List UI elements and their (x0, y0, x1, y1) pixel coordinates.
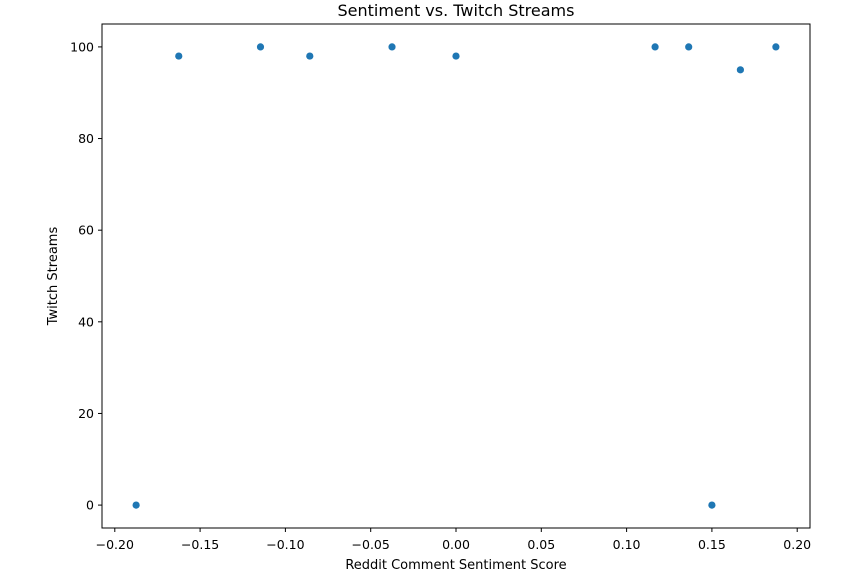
data-point (736, 66, 744, 74)
y-tick-label: 20 (78, 406, 94, 421)
x-tick-label: −0.20 (96, 537, 134, 552)
x-tick-label: 0.10 (613, 537, 641, 552)
y-tick-label: 80 (78, 131, 94, 146)
y-axis-label: Twitch Streams (46, 227, 61, 327)
axes-frame (101, 23, 811, 529)
data-point (772, 43, 780, 51)
x-tick-label: 0.00 (442, 537, 470, 552)
y-tick-label: 0 (86, 498, 94, 513)
x-axis-label: Reddit Comment Sentiment Score (345, 558, 566, 573)
data-points (132, 43, 780, 509)
x-tick-label: −0.10 (266, 537, 304, 552)
x-tick-label: 0.15 (698, 537, 726, 552)
y-tick-label: 100 (70, 39, 94, 54)
plot-area: −0.20 −0.15 −0.10 −0.05 0.00 0.05 0.10 0.15 0.20… (70, 23, 811, 552)
data-point (256, 43, 265, 51)
data-point (175, 52, 183, 60)
data-point (651, 43, 659, 51)
x-tick-label: 0.05 (527, 537, 555, 552)
y-tick-label: 40 (78, 314, 94, 329)
data-point (708, 501, 716, 509)
x-tick-label: −0.05 (352, 537, 390, 552)
data-point (452, 52, 460, 60)
chart-title: Sentiment vs. Twitch Streams (338, 1, 575, 20)
data-point (388, 43, 396, 51)
data-point (132, 501, 140, 509)
data-point (685, 43, 693, 51)
x-tick-label: 0.20 (783, 537, 811, 552)
x-axis-ticks: −0.20 −0.15 −0.10 −0.05 0.00 0.05 0.10 0.15 0.20 (96, 528, 811, 552)
y-tick-label: 60 (78, 223, 94, 238)
y-axis-ticks: 0 20 40 60 80 100 (70, 39, 102, 513)
data-point (306, 52, 314, 60)
x-tick-label: −0.15 (181, 537, 219, 552)
